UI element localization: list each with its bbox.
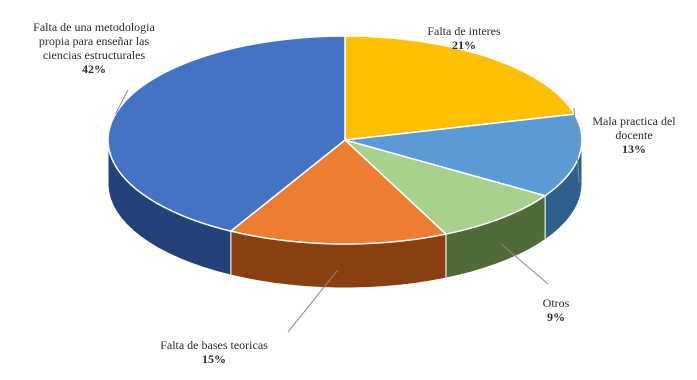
pie-chart-svg: [107, 35, 583, 333]
leader-line-otros: [501, 244, 549, 285]
data-label-falta-de-bases: Falta de bases teoricas 15%: [160, 338, 268, 366]
pie-slice-otros: [344, 139, 547, 235]
leader-line-falta-de-una-metodologia-propi: [114, 89, 129, 115]
leader-line-mala-practica-del-docente: [573, 107, 580, 183]
pie-slice-mala-practica-del-docente: [344, 113, 583, 197]
leader-line-falta-de-bases-teoricas: [287, 269, 338, 333]
pie-slice-falta-de-interes: [344, 35, 576, 141]
pie-chart: Falta de interes 21% Mala practica del d…: [33, 20, 676, 366]
data-label-falta-de-interes: Falta de interes 21%: [427, 24, 501, 52]
data-label-otros: Otros 9%: [542, 296, 570, 324]
data-label-falta-de-metodologia: Falta de una metodologia propia para ens…: [33, 20, 155, 76]
pie-slice-falta-de-bases-teoricas: [229, 139, 448, 245]
data-label-mala-practica: Mala practica del docente 13%: [592, 114, 676, 156]
